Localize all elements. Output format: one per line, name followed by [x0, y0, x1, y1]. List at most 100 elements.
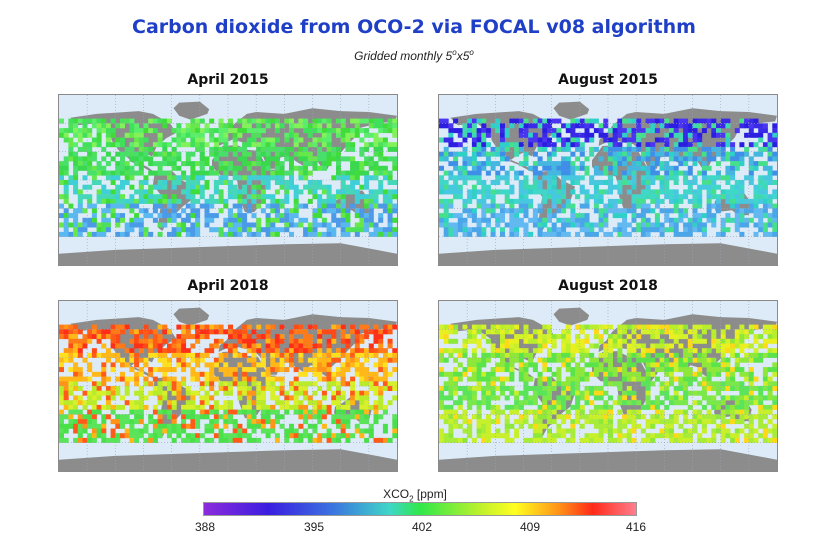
grid-cell: [720, 227, 726, 233]
grid-cell: [242, 334, 248, 340]
grid-cell: [303, 231, 309, 237]
grid-cell: [279, 217, 285, 223]
grid-cell: [532, 362, 538, 368]
grid-cell: [392, 419, 397, 425]
grid-cell: [678, 146, 684, 152]
grid-cell: [284, 156, 290, 162]
grid-cell: [115, 334, 121, 340]
grid-cell: [359, 338, 365, 344]
grid-cell: [631, 362, 637, 368]
grid-cell: [547, 414, 552, 420]
grid-cell: [457, 151, 463, 157]
grid-cell: [68, 376, 74, 382]
grid-cell: [157, 170, 163, 176]
grid-cell: [758, 414, 764, 420]
grid-cell: [340, 348, 346, 354]
grid-cell: [589, 227, 595, 233]
grid-cell: [561, 352, 567, 358]
grid-cell: [185, 132, 191, 138]
grid-cell: [753, 437, 759, 443]
grid-cell: [462, 222, 468, 228]
grid-cell: [246, 334, 252, 340]
grid-cell: [265, 222, 271, 228]
grid-cell: [739, 213, 745, 219]
grid-cell: [462, 409, 468, 415]
grid-cell: [495, 329, 501, 335]
grid-cell: [354, 334, 360, 340]
grid-cell: [101, 343, 107, 349]
grid-cell: [490, 386, 496, 391]
grid-cell: [758, 217, 764, 223]
grid-cell: [331, 376, 337, 382]
grid-cell: [73, 367, 79, 373]
grid-cell: [77, 395, 83, 401]
grid-cell: [237, 352, 243, 358]
grid-cell: [392, 433, 397, 439]
grid-cell: [350, 400, 356, 406]
grid-cell: [654, 404, 660, 410]
grid-cell: [528, 165, 534, 171]
grid-cell: [77, 118, 83, 124]
grid-cell: [199, 156, 205, 162]
grid-cell: [162, 123, 168, 129]
grid-cell: [364, 184, 370, 190]
grid-cell: [523, 180, 529, 185]
grid-cell: [725, 428, 731, 434]
grid-cell: [213, 213, 219, 219]
grid-cell: [462, 352, 468, 358]
grid-cell: [270, 381, 276, 387]
grid-cell: [640, 376, 646, 382]
grid-cell: [242, 404, 248, 410]
grid-cell: [547, 194, 552, 200]
grid-cell: [321, 128, 327, 134]
grid-cell: [462, 338, 468, 344]
grid-cell: [190, 437, 196, 443]
grid-cell: [246, 367, 252, 373]
grid-cell: [265, 184, 271, 190]
grid-cell: [162, 376, 168, 382]
grid-cell: [748, 142, 754, 148]
grid-cell: [669, 217, 674, 223]
grid-cell: [514, 198, 520, 204]
grid-cell: [303, 348, 309, 354]
grid-cell: [105, 437, 111, 443]
grid-cell: [378, 376, 384, 382]
grid-cell: [603, 329, 609, 335]
grid-cell: [612, 381, 618, 387]
grid-cell: [298, 400, 304, 406]
grid-cell: [673, 208, 679, 214]
grid-cell: [129, 352, 135, 358]
grid-cell: [260, 170, 266, 176]
grid-cell: [565, 142, 571, 148]
grid-cell: [354, 371, 360, 377]
grid-cell: [143, 437, 149, 443]
grid-cell: [91, 151, 97, 157]
grid-cell: [185, 203, 191, 209]
grid-cell: [279, 381, 285, 387]
grid-cell: [612, 213, 618, 219]
grid-cell: [659, 165, 665, 171]
grid-cell: [256, 334, 262, 340]
grid-cell: [312, 118, 318, 124]
grid-cell: [608, 338, 613, 344]
grid-cell: [636, 161, 642, 167]
grid-cell: [631, 409, 637, 415]
grid-cell: [82, 208, 88, 214]
grid-cell: [289, 156, 294, 162]
grid-cell: [143, 404, 149, 410]
grid-cell: [584, 156, 590, 162]
grid-cell: [739, 404, 745, 410]
grid-cell: [317, 352, 323, 358]
grid-cell: [645, 118, 651, 124]
grid-cell: [678, 367, 684, 373]
grid-cell: [547, 404, 552, 410]
grid-cell: [537, 180, 543, 185]
grid-cell: [223, 198, 229, 204]
grid-cell: [730, 386, 736, 391]
grid-cell: [462, 428, 468, 434]
grid-cell: [439, 118, 444, 124]
grid-cell: [209, 409, 215, 415]
grid-cell: [514, 213, 520, 219]
grid-cell: [631, 194, 637, 200]
map-april-2018-grid: [59, 301, 397, 471]
